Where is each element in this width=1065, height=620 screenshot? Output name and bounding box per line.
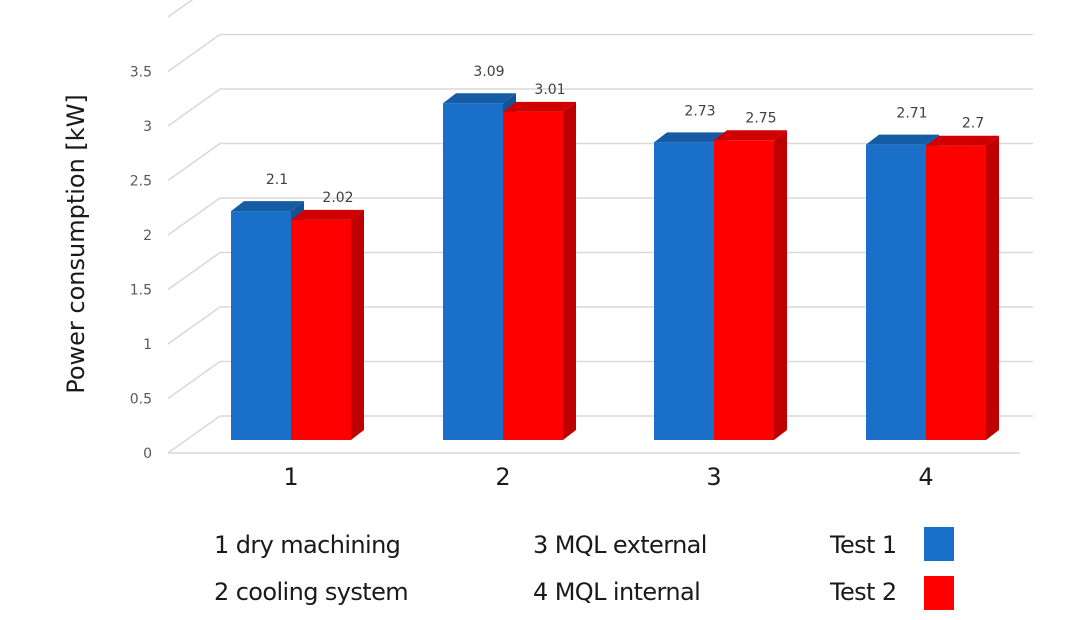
y-tick-label: 3.5 bbox=[130, 65, 152, 81]
legend-swatch-test-1 bbox=[924, 527, 954, 561]
category-key-2: 2 cooling system bbox=[214, 578, 409, 606]
data-label: 2.73 bbox=[684, 103, 715, 119]
y-tick-label: 3 bbox=[143, 119, 152, 135]
bar-front bbox=[443, 103, 503, 440]
legend-swatch-test-2 bbox=[924, 576, 954, 610]
gridline-depth bbox=[167, 142, 221, 182]
bar-top bbox=[443, 93, 516, 104]
category-key-3: 3 MQL external bbox=[533, 531, 707, 559]
gridline-depth bbox=[167, 197, 221, 236]
y-axis-label: Power consumption [kW] bbox=[62, 94, 90, 394]
gridline-depth bbox=[167, 306, 221, 345]
bar-test-2-cat-3 bbox=[714, 130, 787, 440]
x-axis-ticks: 1 2 3 4 bbox=[283, 463, 933, 491]
data-label: 2.71 bbox=[896, 106, 927, 122]
bar-side bbox=[351, 209, 364, 440]
y-tick-label: 0 bbox=[143, 446, 152, 462]
bar-side bbox=[774, 130, 787, 440]
y-axis-ticks: 0 0.5 1 1.5 2 2.5 3 3.5 bbox=[130, 65, 152, 463]
category-key-4: 4 MQL internal bbox=[533, 578, 701, 606]
legend-label-test-2: Test 2 bbox=[830, 578, 897, 606]
y-tick-label: 1.5 bbox=[130, 283, 152, 299]
gridline-depth bbox=[167, 251, 221, 291]
bar-front bbox=[654, 142, 714, 440]
bar-test-2-cat-2 bbox=[503, 101, 576, 440]
bar-front bbox=[231, 211, 291, 440]
data-label: 3.01 bbox=[534, 82, 565, 98]
gridline-depth bbox=[167, 415, 221, 454]
bar-top bbox=[926, 135, 999, 146]
x-tick-label: 3 bbox=[706, 463, 721, 491]
data-label: 2.75 bbox=[745, 110, 776, 126]
x-tick-label: 4 bbox=[918, 463, 933, 491]
category-key-1: 1 dry machining bbox=[214, 531, 401, 559]
bar-front bbox=[866, 144, 926, 441]
gridline-depth bbox=[167, 33, 221, 73]
x-tick-label: 1 bbox=[283, 463, 298, 491]
gridline-depth bbox=[167, 360, 221, 400]
bar-top bbox=[231, 201, 304, 212]
bar-front bbox=[926, 145, 986, 440]
bar-side bbox=[563, 101, 576, 440]
bar-top bbox=[291, 209, 364, 220]
bars bbox=[231, 93, 999, 441]
gridline-depth bbox=[167, 0, 194, 18]
bar-test-1-cat-4 bbox=[866, 134, 939, 441]
gridline-depth bbox=[167, 88, 221, 127]
y-tick-label: 1 bbox=[143, 337, 152, 353]
bar-front bbox=[503, 111, 563, 440]
bar-top bbox=[866, 134, 939, 145]
data-label: 2.02 bbox=[322, 190, 353, 206]
bar-test-2-cat-1 bbox=[291, 209, 364, 440]
bar-top bbox=[714, 130, 787, 141]
bar-test-2-cat-4 bbox=[926, 135, 999, 440]
data-label: 2.1 bbox=[266, 172, 288, 188]
y-tick-label: 2 bbox=[143, 228, 152, 244]
bar-top bbox=[654, 132, 727, 143]
data-labels: 2.1 2.02 3.09 3.01 2.73 2.75 2.71 2.7 bbox=[266, 64, 984, 206]
bar-top bbox=[503, 101, 576, 112]
y-tick-label: 0.5 bbox=[130, 392, 152, 408]
legend-label-test-1: Test 1 bbox=[830, 531, 897, 559]
data-label: 2.7 bbox=[962, 116, 984, 132]
bar-front bbox=[714, 140, 774, 440]
y-tick-label: 2.5 bbox=[130, 174, 152, 190]
bar-side bbox=[986, 135, 999, 440]
bar-front bbox=[291, 219, 351, 440]
data-label: 3.09 bbox=[473, 64, 504, 80]
x-tick-label: 2 bbox=[495, 463, 510, 491]
